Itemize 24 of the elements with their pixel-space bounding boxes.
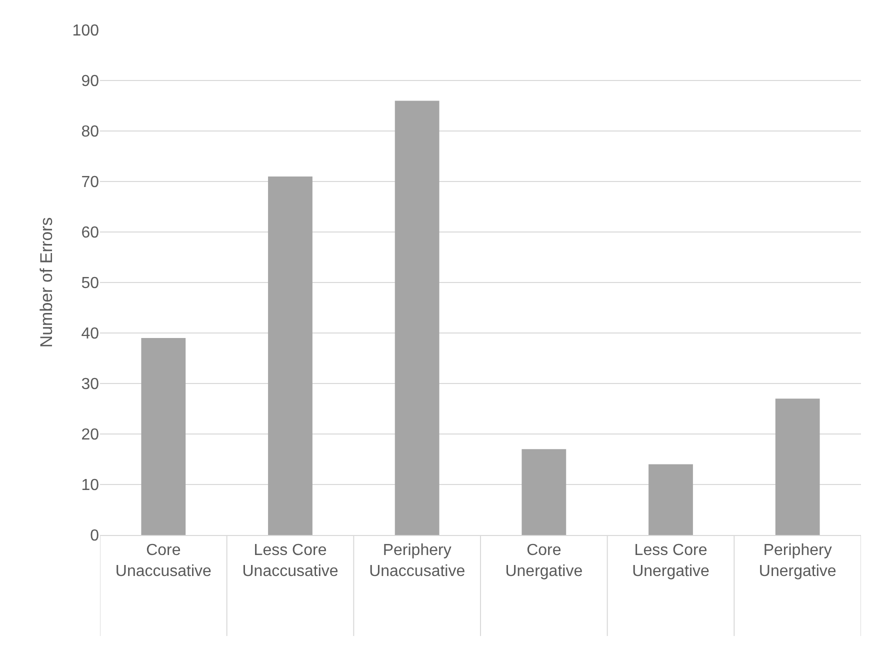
bar [141,338,186,535]
y-tick-label: 80 [81,124,100,141]
y-tick-label: 40 [81,326,100,343]
x-tick-label: Periphery Unergative [758,542,836,580]
x-tick-label: Less Core Unaccusative [242,542,338,580]
x-tick-label: Less Core Unergative [632,542,710,580]
y-tick-label: 90 [81,73,100,90]
y-tick-label: 20 [81,426,100,444]
y-tick-label: 10 [81,477,100,494]
y-tick-label: 50 [81,275,100,292]
bar [648,464,693,535]
y-tick-label: 30 [81,376,100,394]
x-tick-label: Periphery Unaccusative [369,542,466,580]
bar [394,100,440,535]
y-tick-label: 0 [90,528,100,545]
bar [522,449,566,535]
y-tick-label: 60 [81,224,100,242]
y-axis-title: Number of Errors [36,217,56,348]
y-tick-label: 100 [72,22,100,40]
bar [268,176,312,535]
y-tick-label: 70 [81,174,100,192]
x-tick-label: Core Unaccusative [115,542,212,580]
x-tick-label: Core Unergative [505,542,583,580]
bar [775,398,820,535]
